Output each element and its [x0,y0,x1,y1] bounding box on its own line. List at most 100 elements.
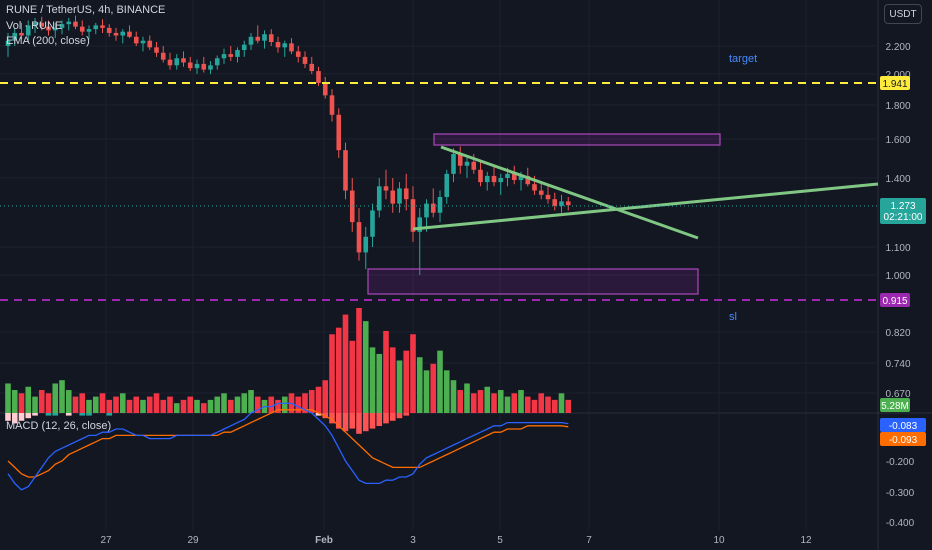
volume-bar [167,396,173,413]
volume-bar [416,357,423,413]
candle-body [491,175,497,183]
volume-bar [119,393,126,413]
candle-body [106,27,112,33]
macd-histogram-bar [79,413,86,416]
signal-tag [880,432,926,446]
candle-body [201,63,207,70]
macd-histogram-bar [362,413,369,432]
support-box[interactable] [367,268,699,295]
candle-body [221,54,227,59]
ema-legend[interactable]: EMA (200, close) [6,35,90,47]
volume-text: 5.28M [881,401,909,412]
price-tick-label: 0.670 [885,389,910,400]
macd-histogram-bar [5,413,11,421]
volume-bar [423,370,430,413]
candles [5,15,571,275]
time-tick-label: 5 [497,535,503,546]
macd-histogram-bar [52,413,59,416]
volume-bar [369,347,376,413]
volume-bar [79,393,86,413]
volume-bar [38,390,45,413]
macd-legend[interactable]: MACD (12, 26, close) [6,420,112,432]
volume-bar [106,399,113,413]
volume-bar [72,396,79,413]
candle-body [302,56,308,64]
countdown-text: 02:21:00 [884,212,923,223]
candle-body [471,161,477,170]
current-price-text: 1.273 [890,201,915,212]
resistance-box[interactable] [433,133,721,146]
candle-body [336,114,342,151]
volume-bar [160,399,167,413]
volume-bar [470,393,477,413]
volume-bar [241,393,248,413]
macd-lines [7,402,569,491]
candle-body [52,27,58,31]
volume-bars [5,308,572,413]
price-tick-label: 2.000 [885,70,910,81]
macd-histogram [5,413,410,434]
candle-body [397,188,402,204]
candle-body [457,153,463,166]
candle-body [241,44,247,51]
candle-body [451,153,456,174]
candle-body [120,31,126,36]
currency-button[interactable]: USDT [884,4,922,24]
candle-body [559,201,564,206]
volume-bar [322,380,329,413]
axis-labels: 2.200 2.000 1.800 1.600 1.400 1.100 1.000 0.820… [100,42,914,546]
candle-body [444,173,450,198]
volume-bar [531,399,538,413]
volume-bar [315,386,322,413]
volume-bar [551,399,558,413]
volume-bar [403,350,410,413]
volume-bar [477,390,484,413]
volume-bar [308,390,315,413]
upper-trendline[interactable] [440,145,699,240]
macd-histogram-bar [106,413,113,416]
candle-body [66,21,72,25]
sl-price-text: 0.915 [882,296,907,307]
volume-bar [113,396,119,413]
volume-bar [146,396,153,413]
volume-bar [497,390,504,413]
candle-body [46,26,51,31]
macd-histogram-bar [396,413,403,419]
volume-bar [565,399,572,413]
macd-tick-label: -0.300 [886,488,915,499]
volume-bar [329,334,335,413]
macd-tag [880,418,926,432]
macd-histogram-bar [25,413,32,419]
candle-body [316,71,321,83]
volume-legend[interactable]: Vol · RUNE [6,20,63,32]
candle-body [498,178,504,183]
macd-histogram-bar [315,413,322,416]
target-annotation: target [729,53,757,65]
candle-body [282,43,288,48]
volume-bar [5,383,11,413]
lower-trendline[interactable] [412,182,879,231]
candle-body [208,65,213,70]
macd-histogram-bar [389,413,396,421]
macd-histogram-bar [369,413,376,429]
macd-histogram-bar [383,413,389,424]
candle-body [262,34,267,41]
volume-bar [457,390,464,413]
symbol-legend[interactable]: RUNE / TetherUS, 4h, BINANCE [6,4,166,16]
candle-body [383,186,389,191]
candle-body [86,29,92,32]
candle-body [268,34,274,43]
price-tick-label: 1.600 [885,135,910,146]
candle-body [113,32,119,36]
volume-bar [349,340,356,413]
volume-bar [52,383,59,413]
volume-bar [234,396,241,413]
candle-body [484,175,490,183]
candle-body [181,58,186,63]
target-price-tag [880,76,910,90]
candle-body [424,203,429,218]
candle-body [154,47,159,53]
candle-body [160,52,166,60]
price-tick-label: 1.800 [885,101,910,112]
